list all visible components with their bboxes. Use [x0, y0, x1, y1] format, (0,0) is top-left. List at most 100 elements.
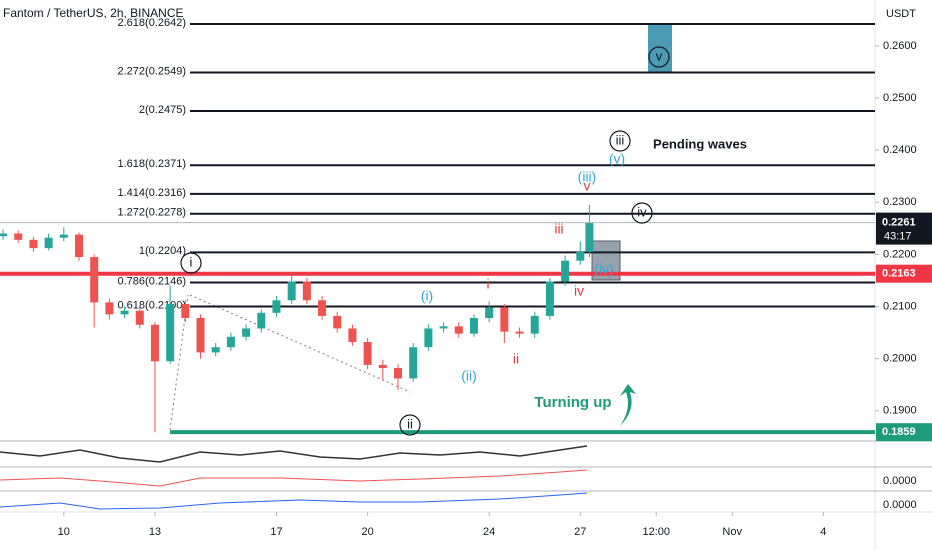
- candle-body: [333, 315, 342, 329]
- x-tick-label: 12:00: [642, 526, 670, 538]
- candle-body: [409, 347, 418, 379]
- wave-circle: [631, 202, 653, 224]
- last-price-label: 0.2261: [882, 217, 916, 229]
- y-tick-label: 0.2300: [883, 196, 917, 208]
- annotation: i: [190, 254, 193, 269]
- oscillator-line: [0, 445, 588, 463]
- annotation: iii: [616, 132, 625, 147]
- x-tick-label: 20: [361, 526, 373, 538]
- chart-title: Fantom / TetherUS, 2h, BINANCE: [3, 6, 184, 20]
- annotation: iv: [637, 204, 647, 219]
- candle-body: [181, 303, 190, 319]
- support-tag: [876, 423, 932, 442]
- x-tick-label: 13: [149, 526, 161, 538]
- candle-body: [302, 281, 311, 301]
- candle-body: [469, 318, 478, 334]
- indicator-line: [0, 492, 588, 510]
- candle-body: [454, 326, 463, 334]
- y-tick-label: 0.2000: [883, 353, 917, 365]
- fib-label: 0.618(0.2100): [118, 299, 187, 311]
- x-tick-label: 17: [270, 526, 282, 538]
- x-tick-label: Nov: [722, 526, 742, 538]
- candle-body: [394, 368, 403, 379]
- candle-body: [44, 237, 53, 249]
- candle-body: [120, 310, 129, 315]
- annotation: Pending waves: [653, 136, 747, 151]
- candle-body: [59, 234, 68, 238]
- candle-body: [545, 281, 554, 316]
- wave-circle: [399, 414, 421, 436]
- annotation: ii: [407, 416, 413, 431]
- y-tick-label: 0.2200: [883, 248, 917, 260]
- candle-body: [561, 260, 570, 282]
- x-tick-label: 24: [483, 526, 495, 538]
- fib-label: 1.618(0.2371): [118, 158, 187, 170]
- candle-body: [74, 234, 83, 258]
- candle-body: [14, 233, 23, 240]
- countdown-label: 43:17: [884, 231, 912, 243]
- candle-body: [226, 336, 235, 348]
- candle-body: [135, 310, 144, 325]
- candle-body: [500, 307, 509, 332]
- indicator-label: 0.0000: [883, 475, 917, 487]
- resistance-tag: [876, 264, 932, 283]
- fib-label: 2.618(0.2642): [118, 17, 187, 29]
- annotation: (i): [421, 288, 433, 304]
- fib-label: 2.272(0.2549): [118, 65, 187, 77]
- support-label: 0.1859: [882, 426, 916, 438]
- candle-body: [348, 328, 357, 342]
- x-tick-label: 27: [574, 526, 586, 538]
- annotation: i: [486, 276, 489, 292]
- x-tick-label: 10: [58, 526, 70, 538]
- currency-label: USDT: [886, 8, 916, 20]
- annotation: iii: [554, 221, 563, 237]
- annotation: iv: [574, 283, 584, 299]
- y-tick-label: 0.1900: [883, 405, 917, 417]
- candle-body: [242, 328, 251, 337]
- annotation: Turning up: [534, 394, 611, 411]
- wave-circle: [648, 46, 670, 68]
- candle-body: [424, 328, 433, 348]
- fib-label: 0.786(0.2146): [118, 275, 187, 287]
- fib-label: 2(0.2475): [139, 104, 186, 116]
- fib-label: 1.272(0.2278): [118, 207, 187, 219]
- candle-body: [515, 331, 524, 334]
- candle-body: [318, 300, 327, 316]
- y-tick-label: 0.2600: [883, 40, 917, 52]
- candle-body: [585, 222, 594, 252]
- candle-body: [530, 315, 539, 334]
- annotation: ii: [513, 351, 519, 367]
- candle-body: [29, 239, 38, 249]
- candle-body: [150, 324, 159, 362]
- indicator-label: 0.0000: [883, 499, 917, 511]
- candle-body: [485, 307, 494, 319]
- wave-circle: [609, 130, 631, 152]
- indicator-panes: [0, 445, 588, 510]
- candle-body: [166, 303, 175, 362]
- y-tick-label: 0.2100: [883, 300, 917, 312]
- trend-line: [189, 294, 411, 393]
- x-tick-label: 4: [820, 526, 826, 538]
- candle-body: [363, 341, 372, 365]
- annotation: (v): [609, 151, 625, 167]
- annotation: (iii): [578, 169, 597, 185]
- fib-label: 1.414(0.2316): [118, 187, 187, 199]
- y-tick-label: 0.2400: [883, 144, 917, 156]
- fib-label: 1(0.2204): [139, 245, 186, 257]
- candle-body: [287, 281, 296, 301]
- candle-body: [439, 326, 448, 329]
- candle-body: [211, 347, 220, 353]
- candle-body: [576, 251, 585, 261]
- candle-body: [272, 300, 281, 313]
- annotation: (iv): [594, 261, 613, 277]
- y-tick-label: 0.2500: [883, 92, 917, 104]
- candle-body: [0, 233, 8, 237]
- candle-body: [378, 364, 387, 369]
- candle-body: [105, 302, 114, 315]
- resistance-label: 0.2163: [882, 268, 916, 280]
- wave-circle: [180, 252, 202, 274]
- candle-body: [90, 257, 99, 303]
- indicator-line: [0, 469, 588, 487]
- annotation: v: [584, 178, 591, 194]
